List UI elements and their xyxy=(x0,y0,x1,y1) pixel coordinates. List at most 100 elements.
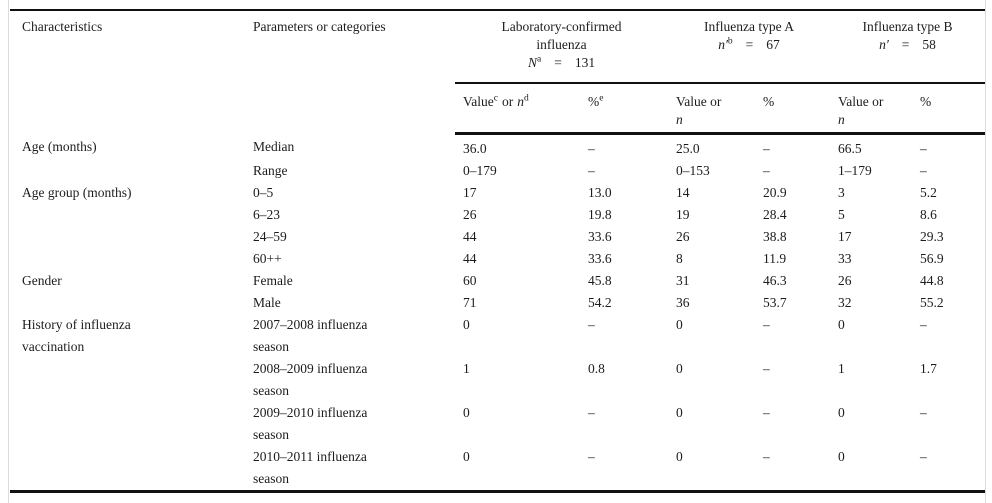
equals-sign: = xyxy=(901,37,910,52)
group-header-influenza-a: Influenza type A n′b = 67 xyxy=(668,9,831,84)
value-label: Value xyxy=(463,94,494,109)
value-cell: – xyxy=(580,445,669,493)
table-row: Gender Female 60 45.8 31 46.3 26 44.8 xyxy=(10,270,985,292)
table-row: 2009–2010 influenza season 0 – 0 – 0 – xyxy=(10,402,985,446)
value-cell: 3 xyxy=(838,184,845,200)
parameter-cell-label: 24–59 xyxy=(253,228,287,244)
parameter-cell: 2010–2011 influenza season xyxy=(253,445,455,493)
value-cell: – xyxy=(755,445,831,493)
characteristic-cell xyxy=(10,358,253,402)
table-body: Age (months) Median 36.0–25.0–66.5– Range 0–… xyxy=(10,133,986,493)
parameter-cell-label: 2010–2011 influenza xyxy=(253,448,367,464)
value-cell: 0 xyxy=(455,445,580,493)
characteristics-header-label: Characteristics xyxy=(22,19,103,34)
group-count: n′ = 58 xyxy=(830,36,985,54)
value-cell: 38.8 xyxy=(763,228,787,244)
value-cell: 14 xyxy=(676,184,690,200)
parameter-cell: 24–59 xyxy=(253,226,455,248)
value-cell: – xyxy=(763,162,770,178)
value-cell: 0 xyxy=(838,316,845,332)
value-cell: 0 xyxy=(838,404,845,420)
n-symbol: n′ xyxy=(879,37,889,52)
value-cell: 26 xyxy=(838,272,852,288)
value-cell: 31 xyxy=(676,272,690,288)
parameter-cell-label: 2008–2009 influenza xyxy=(253,360,368,376)
value-cell: 54.2 xyxy=(588,294,612,310)
group-title-line1: Influenza type B xyxy=(862,19,953,34)
value-cell: 25.0 xyxy=(676,140,700,156)
characteristic-cell xyxy=(10,160,253,182)
parameter-cell-label: Range xyxy=(253,162,288,178)
group-count: n′b = 67 xyxy=(668,36,830,54)
value-cell: 17 xyxy=(838,228,852,244)
value-cell: 19.8 xyxy=(588,206,612,222)
count-value: 58 xyxy=(922,37,936,52)
n-symbol: N xyxy=(527,55,537,70)
value-cell: 26 xyxy=(676,228,690,244)
value-cell: 60 xyxy=(463,272,477,288)
table-row: 2010–2011 influenza season 0–0–0– xyxy=(10,445,986,493)
value-cell: 1.7 xyxy=(920,360,937,376)
value-cell: 0 xyxy=(830,445,913,493)
value-cell: – xyxy=(588,404,595,420)
value-cell: – xyxy=(763,404,770,420)
group-title-line1: Laboratory-confirmed xyxy=(501,19,622,34)
header-group-row: Characteristics Parameters or categories… xyxy=(10,9,986,133)
characteristic-cell-label: Age group (months) xyxy=(22,184,132,200)
value-cell: 13.0 xyxy=(588,184,612,200)
value-cell: 32 xyxy=(838,294,852,310)
value-cell: – xyxy=(920,162,927,178)
value-cell: – xyxy=(912,445,986,493)
group-header-lab-confirmed: Laboratory-confirmed influenza Na = 131 xyxy=(455,9,669,84)
characteristic-cell-label: History of influenza xyxy=(22,316,131,332)
parameter-cell: Female xyxy=(253,270,455,292)
value-cell: – xyxy=(763,140,770,156)
parameter-cell-label: season xyxy=(253,338,289,354)
parameter-cell: 60++ xyxy=(253,248,455,270)
characteristic-cell-label: Age (months) xyxy=(22,139,97,154)
value-cell: 36 xyxy=(676,294,690,310)
n-symbol: n xyxy=(676,112,683,127)
characteristics-table: Characteristics Parameters or categories… xyxy=(10,9,986,493)
subheader-value-a: Value or n xyxy=(668,83,756,135)
table-row: 60++ 44 33.6 8 11.9 33 56.9 xyxy=(10,248,985,270)
table-row: Age group (months) 0–5 17 13.0 14 20.9 3 5.2 xyxy=(10,182,985,204)
subheader-pct-b: % xyxy=(912,83,986,135)
parameter-cell: Male xyxy=(253,292,455,314)
value-cell: 28.4 xyxy=(763,206,787,222)
value-cell: 17 xyxy=(463,184,477,200)
value-cell: 56.9 xyxy=(920,250,944,266)
percent-label: % xyxy=(763,94,775,109)
value-cell: 0.8 xyxy=(588,360,605,376)
value-cell: 66.5 xyxy=(838,140,862,156)
table-row: History of influenza vaccination 2007–2008… xyxy=(10,314,985,358)
table-row: Age (months) Median 36.0 – 25.0 – 66.5 – xyxy=(10,133,985,160)
value-cell: 0 xyxy=(463,316,470,332)
value-cell: 20.9 xyxy=(763,184,787,200)
parameter-cell-label: 6–23 xyxy=(253,206,280,222)
table-row: Male 71 54.2 36 53.7 32 55.2 xyxy=(10,292,985,314)
value-cell: 0 xyxy=(676,404,683,420)
value-cell: 33 xyxy=(838,250,852,266)
value-cell: 29.3 xyxy=(920,228,944,244)
characteristic-cell xyxy=(10,204,253,226)
value-cell: 45.8 xyxy=(588,272,612,288)
column-header-characteristics: Characteristics xyxy=(10,9,253,133)
value-cell: 8 xyxy=(676,250,683,266)
parameter-cell-label: Median xyxy=(253,139,295,154)
parameter-cell-label: season xyxy=(253,470,289,486)
value-cell: 19 xyxy=(676,206,690,222)
parameter-cell-label: 0–5 xyxy=(253,184,274,200)
n-symbol: n′ xyxy=(718,37,728,52)
value-cell: 33.6 xyxy=(588,250,612,266)
table-row: 24–59 44 33.6 26 38.8 17 29.3 xyxy=(10,226,985,248)
equals-sign: = xyxy=(745,37,754,52)
table-row: Range 0–179 – 0–153 – 1–179 – xyxy=(10,160,985,182)
parameter-cell: 0–5 xyxy=(253,182,455,204)
value-cell: – xyxy=(588,316,595,332)
subheader-pct-a: % xyxy=(755,83,831,135)
header-sub-row: Valuec or nd %e Value or n % Value or n % xyxy=(10,83,986,135)
value-cell: – xyxy=(763,360,770,376)
value-cell: 5 xyxy=(838,206,845,222)
value-cell: – xyxy=(920,404,927,420)
